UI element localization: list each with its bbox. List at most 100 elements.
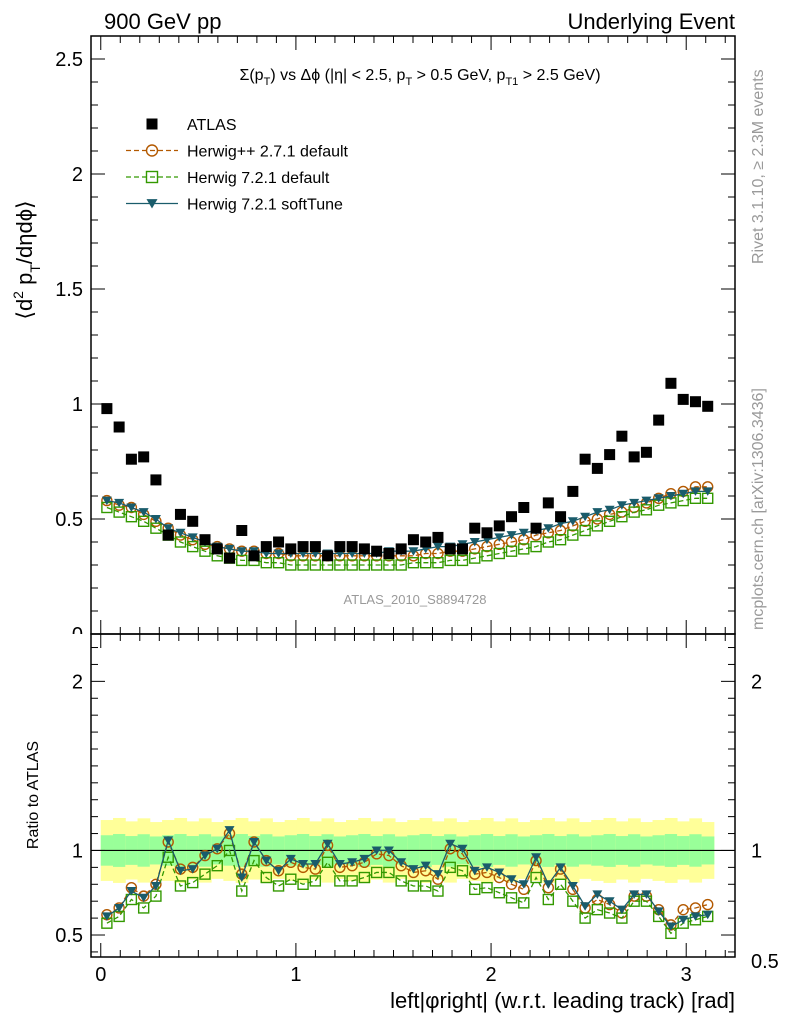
ratio-point	[555, 863, 566, 872]
ratio-point	[469, 883, 481, 896]
data-point	[358, 559, 371, 571]
ratio-point	[334, 859, 345, 869]
ratio-point	[481, 881, 493, 894]
ratio-point	[641, 890, 652, 899]
ratio-point	[163, 836, 174, 845]
data-point	[702, 487, 713, 496]
data-point	[555, 511, 567, 523]
data-point	[518, 502, 530, 513]
ratio-point	[407, 880, 420, 892]
data-point	[285, 543, 297, 555]
data-point	[702, 400, 714, 412]
main-ylabel: ⟨d2 pT/dηdϕ⟩	[10, 200, 43, 319]
data-point	[297, 541, 309, 553]
y-tick-label: 2	[72, 164, 83, 186]
ratio-point	[592, 890, 603, 899]
ratio-point	[395, 875, 407, 887]
data-point	[358, 543, 370, 555]
data-point	[628, 451, 640, 463]
data-point	[506, 531, 517, 540]
data-point	[542, 497, 554, 509]
data-point	[616, 501, 627, 510]
data-point	[187, 515, 199, 527]
x-tick-label: 2	[485, 964, 496, 986]
ratio-point	[321, 856, 334, 868]
ratio-point	[580, 902, 591, 911]
data-point	[236, 547, 247, 556]
ratio-point	[248, 836, 260, 848]
data-point	[371, 545, 383, 557]
ratio-point	[445, 839, 456, 849]
ratio-point	[432, 885, 444, 897]
data-point	[273, 549, 284, 558]
rivet-label: Rivet 3.1.10, ≥ 2.3M events	[750, 69, 767, 264]
ratio-point	[616, 905, 627, 915]
data-point	[579, 524, 591, 537]
ratio-point	[211, 859, 223, 872]
legend-entry: ATLAS	[146, 117, 237, 134]
data-point	[432, 557, 444, 569]
data-point	[297, 559, 309, 571]
ratio-point	[285, 854, 296, 864]
data-point	[665, 492, 676, 501]
ratio-point	[347, 858, 358, 867]
main-panel: 0.5 1 1.5 2 2.5 0	[55, 35, 736, 646]
data-point	[530, 522, 542, 534]
ratio-point	[542, 893, 555, 906]
ratio-point	[273, 866, 284, 876]
ratio-point	[530, 871, 542, 884]
data-point	[223, 552, 235, 564]
ratio-point	[629, 890, 640, 899]
series-atlas	[101, 377, 714, 564]
data-point	[101, 496, 112, 506]
data-point	[591, 520, 604, 532]
data-point	[481, 527, 493, 539]
ratio-point	[383, 866, 395, 879]
ratio-point	[371, 846, 382, 855]
plot-title: Σ(pT) vs Δϕ (|η| < 2.5, pT > 0.5 GeV, pT…	[239, 67, 600, 88]
ratio-point	[272, 880, 285, 892]
data-point	[322, 550, 334, 562]
y-tick-label-zero: 0	[72, 624, 83, 646]
data-point	[346, 541, 358, 553]
x-axis-label: left|φright| (w.r.t. leading track) [rad…	[390, 988, 735, 1013]
ratio-point	[579, 912, 591, 924]
y-tick-label: 1.5	[55, 279, 83, 301]
legend-label: ATLAS	[187, 117, 237, 134]
data-point	[493, 547, 505, 560]
ratio-frame	[90, 633, 736, 958]
legend-entry: Herwig 7.2.1 default	[126, 170, 330, 187]
ratio-y-tick-label-right: 0.5	[751, 951, 779, 973]
data-point	[542, 536, 555, 548]
mcplots-label: mcplots.cern.ch [arXiv:1306.3436]	[750, 388, 767, 630]
data-point	[395, 543, 407, 555]
ratio-point	[187, 876, 199, 889]
ratio-point	[567, 895, 579, 907]
data-point	[125, 453, 137, 465]
ratio-point	[494, 868, 505, 877]
ratio-y-tick-label: 2	[72, 671, 83, 693]
ratio-point	[665, 922, 676, 932]
ratio-point	[678, 915, 689, 925]
data-point	[125, 501, 138, 514]
ratio-point	[370, 866, 383, 879]
data-point	[150, 474, 162, 486]
data-point	[113, 421, 125, 433]
legend-marker	[145, 144, 159, 157]
x-tick-label: 0	[95, 964, 106, 986]
data-point	[432, 542, 443, 552]
ratio-point	[138, 893, 149, 903]
ratio-point	[543, 880, 554, 889]
ratio-point	[236, 885, 248, 897]
data-point	[641, 496, 652, 506]
ratio-point	[493, 887, 505, 899]
data-point	[285, 559, 297, 571]
data-point	[408, 547, 419, 556]
data-point	[101, 494, 113, 507]
data-point	[592, 508, 603, 517]
data-point	[162, 529, 174, 541]
data-point	[383, 559, 395, 571]
data-point	[174, 508, 186, 520]
ratio-point	[101, 912, 112, 921]
ratio-point	[591, 903, 604, 916]
